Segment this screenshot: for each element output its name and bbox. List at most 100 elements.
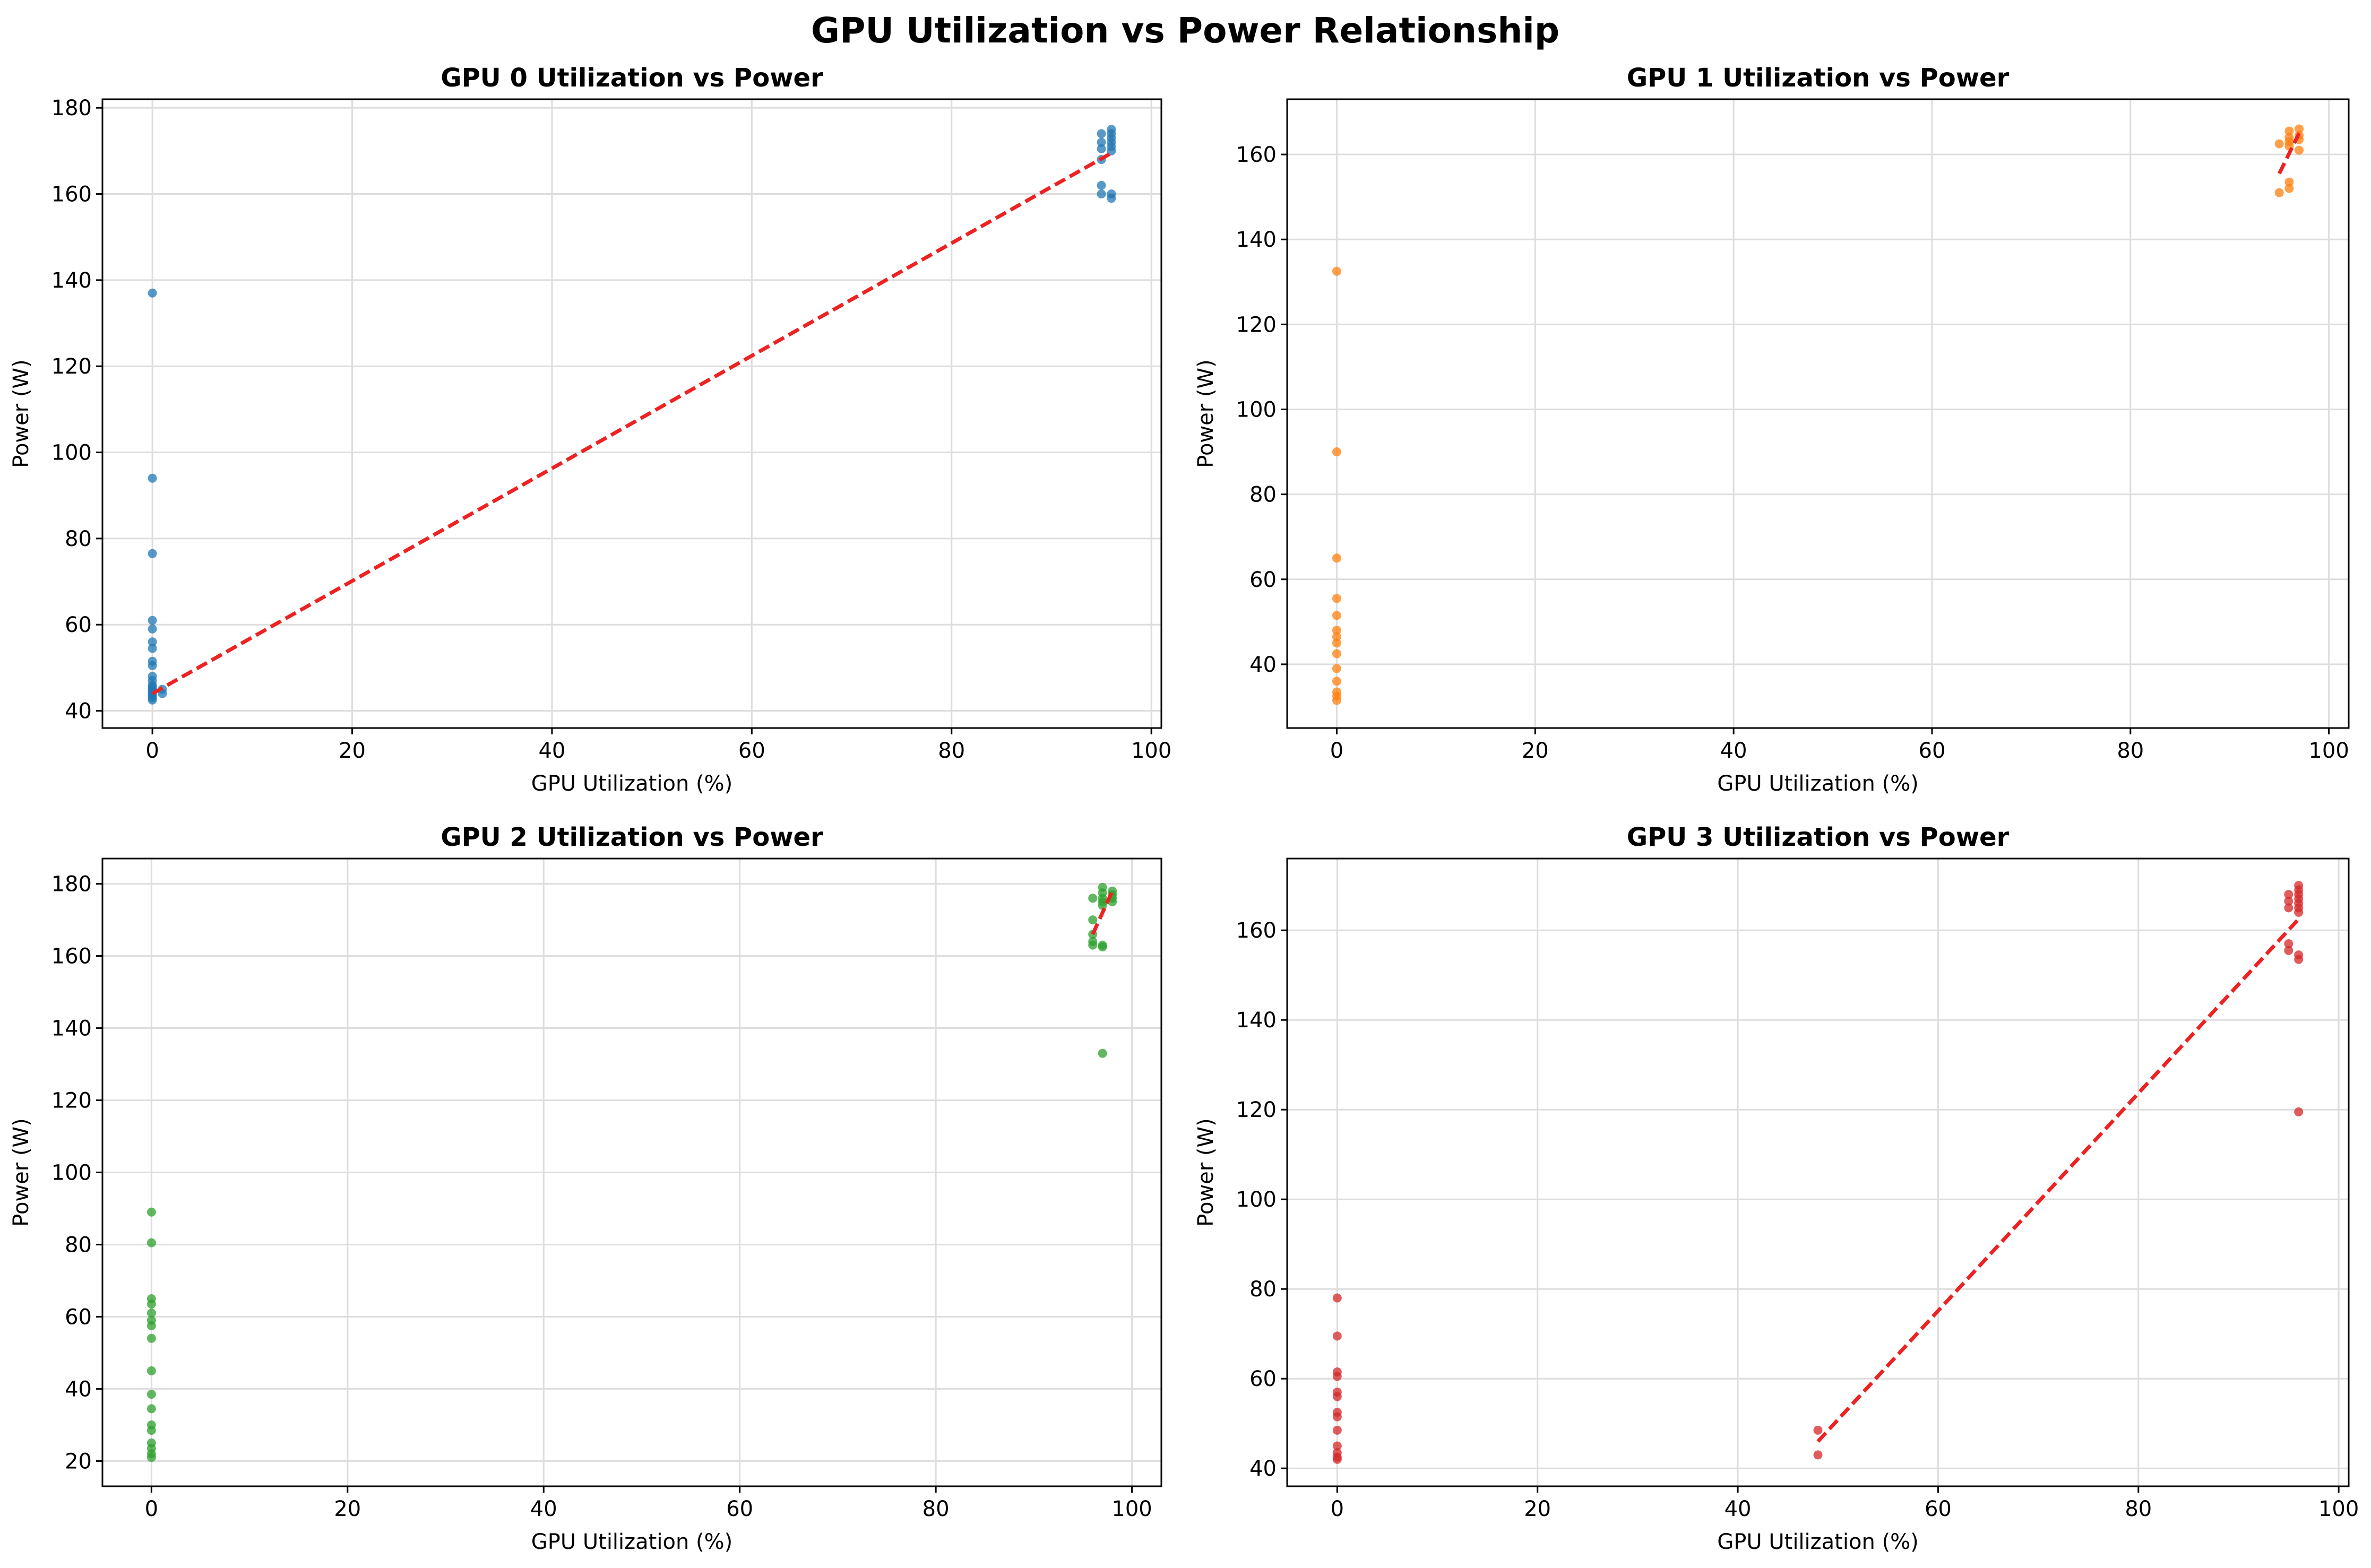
- y-tick-label: 40: [65, 699, 92, 724]
- data-point: [1098, 942, 1107, 952]
- y-axis-label: Power (W): [9, 359, 33, 467]
- data-point: [148, 288, 157, 298]
- data-point: [148, 616, 157, 625]
- y-tick-label: 140: [1236, 1008, 1277, 1033]
- data-point: [1088, 915, 1098, 925]
- y-tick-label: 80: [1249, 483, 1277, 507]
- y-tick-label: 120: [1236, 1098, 1277, 1122]
- data-point: [1098, 900, 1107, 910]
- data-point: [1332, 677, 1341, 686]
- data-point: [146, 1453, 156, 1462]
- data-point: [1097, 180, 1106, 190]
- axes-frame: [1286, 857, 2350, 1487]
- y-tick-label: 40: [1249, 1457, 1277, 1481]
- x-tick-label: 20: [1524, 1497, 1551, 1521]
- data-point: [146, 1426, 156, 1435]
- y-tick-label: 160: [1236, 143, 1277, 167]
- y-tick-label: 120: [51, 1089, 92, 1113]
- x-tick-label: 100: [2318, 1497, 2359, 1521]
- x-axis-label: GPU Utilization (%): [531, 772, 732, 796]
- data-point: [1097, 137, 1106, 147]
- data-point: [146, 1366, 156, 1375]
- data-point: [1332, 1412, 1342, 1422]
- x-tick-label: 40: [1720, 739, 1747, 763]
- axes-frame: [101, 98, 1162, 729]
- data-point: [2284, 126, 2294, 136]
- trend-line: [1091, 890, 1114, 935]
- data-point: [2274, 188, 2284, 197]
- data-point: [148, 624, 157, 634]
- subplot-title: GPU 0 Utilization vs Power: [441, 63, 823, 93]
- data-point: [148, 644, 157, 653]
- x-tick-label: 80: [922, 1497, 950, 1521]
- data-point: [1332, 632, 1341, 642]
- data-point: [1332, 447, 1341, 457]
- y-tick-label: 180: [51, 96, 92, 120]
- data-point: [1332, 638, 1341, 648]
- x-tick-label: 100: [1131, 739, 1171, 763]
- data-point: [148, 549, 157, 558]
- data-point: [2294, 907, 2304, 917]
- data-point: [146, 1333, 156, 1343]
- data-point: [146, 1238, 156, 1248]
- data-point: [146, 1321, 156, 1330]
- data-point: [1332, 664, 1341, 673]
- y-axis-label: Power (W): [1194, 1118, 1218, 1226]
- y-tick-label: 120: [1236, 313, 1277, 337]
- x-tick-label: 80: [2117, 739, 2144, 763]
- subplot-gpu-2: 0 20 40 60 80 100 20 40 60 80 100 120 140 160 180 GPU 2…: [9, 822, 1162, 1554]
- data-point: [1332, 1425, 1342, 1435]
- data-point: [148, 661, 157, 670]
- data-point: [1332, 1293, 1342, 1303]
- data-point: [146, 1390, 156, 1399]
- y-tick-label: 20: [65, 1449, 92, 1474]
- data-point: [2284, 896, 2294, 906]
- x-tick-label: 20: [339, 739, 366, 763]
- data-point: [1097, 129, 1106, 138]
- y-tick-label: 100: [1236, 397, 1277, 422]
- y-tick-label: 40: [65, 1377, 92, 1401]
- x-tick-label: 60: [1919, 739, 1946, 763]
- data-point: [2284, 177, 2294, 187]
- scatter-points: [1332, 881, 2304, 1464]
- x-tick-label: 20: [1522, 739, 1549, 763]
- y-tick-label: 140: [51, 268, 92, 293]
- x-tick-label: 60: [738, 739, 765, 763]
- data-point: [1813, 1425, 1823, 1435]
- y-tick-label: 120: [51, 354, 92, 379]
- subplot-gpu-3: 0 20 40 60 80 100 40 60 80 100 120 140 160 GPU 3 Util…: [1194, 822, 2359, 1554]
- y-tick-label: 40: [1249, 653, 1277, 677]
- x-tick-label: 20: [334, 1497, 361, 1521]
- data-point: [148, 637, 157, 647]
- x-tick-label: 80: [2125, 1497, 2152, 1521]
- y-tick-label: 180: [51, 872, 92, 897]
- y-tick-label: 80: [1249, 1277, 1277, 1302]
- subplot-title: GPU 1 Utilization vs Power: [1627, 63, 2010, 93]
- subplots: 0 20 40 60 80 100 40 60 80 100 120 140 160 180 GPU 0 U…: [9, 63, 2359, 1554]
- data-point: [1097, 144, 1106, 153]
- x-tick-label: 0: [1331, 1497, 1344, 1521]
- data-point: [1088, 940, 1098, 950]
- data-point: [146, 1300, 156, 1309]
- x-axis-label: GPU Utilization (%): [1717, 772, 1918, 796]
- x-tick-label: 100: [1111, 1497, 1152, 1521]
- subplot-title: GPU 2 Utilization vs Power: [441, 822, 823, 852]
- data-point: [148, 695, 157, 705]
- data-point: [2295, 145, 2304, 155]
- x-tick-label: 40: [1725, 1497, 1752, 1521]
- x-tick-label: 60: [726, 1497, 753, 1521]
- data-point: [1332, 611, 1341, 620]
- data-point: [2284, 890, 2294, 899]
- trend-line: [2278, 132, 2301, 175]
- data-point: [1332, 1331, 1342, 1341]
- data-point: [2294, 955, 2304, 964]
- y-axis-label: Power (W): [9, 1118, 33, 1226]
- data-point: [1332, 1372, 1342, 1381]
- data-point: [1332, 649, 1341, 659]
- y-axis-label: Power (W): [1194, 359, 1218, 467]
- data-point: [1332, 266, 1341, 276]
- y-tick-label: 140: [51, 1017, 92, 1041]
- y-tick-label: 140: [1236, 228, 1277, 252]
- data-point: [1332, 1392, 1342, 1401]
